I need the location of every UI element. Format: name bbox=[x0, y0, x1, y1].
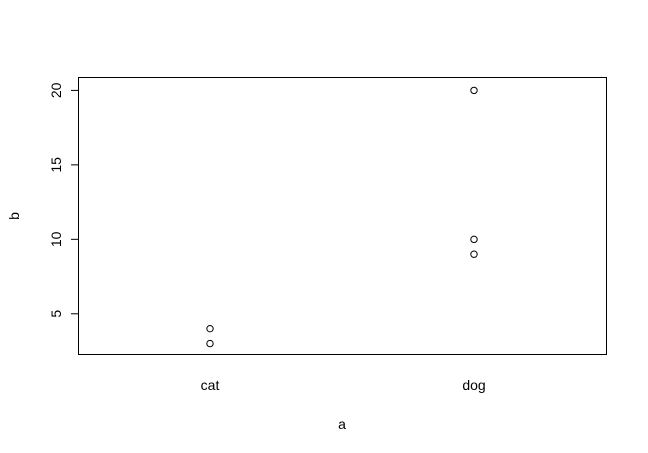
data-point-dog-3 bbox=[470, 235, 478, 244]
y-axis: 5 10 15 20 bbox=[48, 82, 79, 318]
x-tick-label-cat: cat bbox=[201, 377, 220, 393]
y-tick-label: 20 bbox=[48, 82, 64, 98]
x-axis-label: a bbox=[338, 416, 346, 432]
y-tick-label: 10 bbox=[48, 231, 64, 247]
x-axis: cat dog bbox=[201, 377, 486, 393]
x-tick-label-dog: dog bbox=[462, 377, 485, 393]
data-points bbox=[206, 86, 478, 348]
y-tick-label: 5 bbox=[48, 310, 64, 318]
data-point-dog-2 bbox=[470, 86, 478, 95]
y-tick-label: 15 bbox=[48, 157, 64, 173]
data-point-cat-1 bbox=[206, 339, 214, 348]
data-point-dog-4 bbox=[470, 250, 478, 258]
data-point-cat-0 bbox=[206, 324, 214, 333]
y-axis-label: b bbox=[6, 212, 22, 220]
